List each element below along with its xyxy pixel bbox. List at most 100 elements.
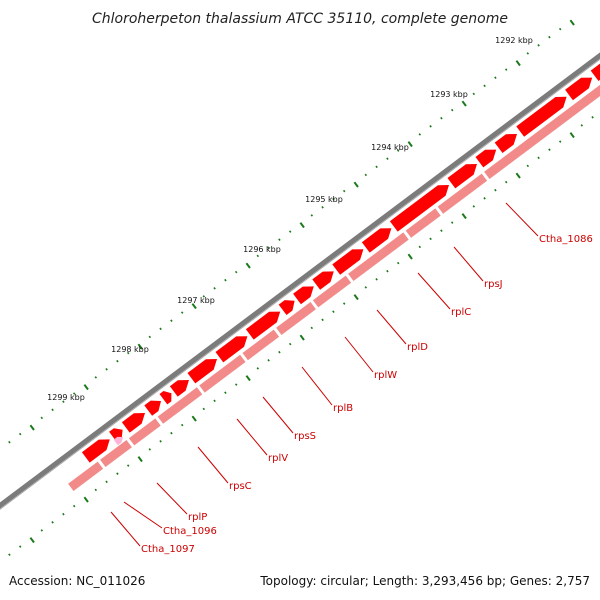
outer-scale-tick <box>83 384 89 391</box>
outer-scale-tick <box>29 424 35 431</box>
gene-label: Ctha_1086 <box>539 234 593 245</box>
forward-gene-arrow <box>516 96 567 137</box>
forward-gene-arrow <box>144 400 161 416</box>
forward-gene-arrow <box>215 336 248 363</box>
outer-scale-tick <box>170 319 173 322</box>
outer-scale-tick <box>407 141 413 148</box>
outer-scale-tick <box>224 278 227 282</box>
inner-scale-tick <box>224 391 227 394</box>
outer-scale-tick <box>515 60 521 67</box>
forward-gene-arrow <box>159 391 172 405</box>
gene-label: rpsC <box>229 481 252 492</box>
gene-leader-line <box>156 482 188 515</box>
inner-scale-tick <box>558 140 562 143</box>
inner-scale-tick <box>191 415 197 422</box>
inner-scale-tick <box>180 423 184 427</box>
reverse-gene-bar <box>157 387 203 424</box>
inner-scale-tick <box>159 440 162 443</box>
inner-scale-tick <box>213 399 216 403</box>
inner-scale-tick <box>342 302 346 305</box>
outer-scale-tick <box>256 254 260 258</box>
inner-scale-tick <box>450 221 454 224</box>
inner-scale-tick <box>234 383 238 386</box>
inner-scale-tick <box>375 278 378 281</box>
gene-labels: Ctha_1086 rpsJ rplC rplD rplW rplB rpsS rplV rps… <box>110 202 593 555</box>
outer-scale-tick <box>126 351 130 355</box>
inner-scale-tick <box>256 367 260 370</box>
scale-tick-label: 1293 kbp <box>430 90 468 99</box>
gene-leader-line <box>236 418 268 456</box>
inner-scale-tick <box>126 464 130 467</box>
gene-leader-line <box>417 272 451 310</box>
forward-gene-arrow <box>245 311 281 340</box>
outer-scale-tick <box>483 84 486 88</box>
inner-scale-tick <box>170 431 173 435</box>
outer-scale-tick <box>267 246 270 250</box>
scale-ticks: 1292 kbp 1293 kbp 1294 kbp 1295 kbp 1296 kbp… <box>8 19 594 556</box>
outer-scale-tick <box>278 238 281 241</box>
forward-gene-arrow <box>475 149 497 168</box>
reverse-gene-bar <box>199 354 246 393</box>
genome-summary-text: Topology: circular; Length: 3,293,456 bp… <box>260 574 590 588</box>
outer-scale-tick <box>440 116 443 120</box>
scale-tick-label: 1297 kbp <box>177 296 215 305</box>
forward-gene-arrow <box>447 164 477 189</box>
forward-gene-arrow <box>332 249 364 275</box>
outer-scale-tick <box>62 400 65 403</box>
inner-scale-tick <box>105 480 108 484</box>
gene-label: rplW <box>374 370 397 381</box>
reverse-gene-bar <box>128 418 161 446</box>
inner-scale-tick <box>515 172 521 179</box>
gene-leader-line <box>453 246 484 282</box>
forward-gene-arrow <box>590 63 600 81</box>
gene-label: rplB <box>333 403 353 414</box>
outer-scale-tick <box>137 343 143 350</box>
reverse-gene-bar <box>68 461 104 491</box>
outer-scale-tick <box>191 303 197 310</box>
inner-scale-tick <box>386 269 389 273</box>
outer-scale-tick <box>472 92 476 96</box>
outer-scale-tick <box>537 44 540 47</box>
gene-leader-line <box>110 511 141 547</box>
gene-label: Ctha_1097 <box>141 544 195 555</box>
forward-gene-arrow <box>494 134 517 153</box>
outer-scale-tick <box>202 295 206 298</box>
gene-leader-line <box>123 501 163 529</box>
outer-scale-tick <box>386 157 389 160</box>
gene-leader-line <box>197 446 229 484</box>
genome-backbone <box>0 52 600 510</box>
inner-scale-tick <box>94 488 98 492</box>
inner-scale-tick <box>62 512 65 516</box>
accession-text: Accession: NC_011026 <box>9 574 146 588</box>
outer-scale-tick <box>40 416 44 420</box>
inner-scale-tick <box>51 521 54 524</box>
reverse-gene-bar <box>100 440 132 467</box>
backbone-line <box>0 52 600 509</box>
outer-scale-tick <box>94 376 98 379</box>
inner-scale-tick <box>548 148 551 151</box>
forward-gene-arrow <box>565 77 593 101</box>
gene-leader-line <box>505 202 539 237</box>
gene-leader-line <box>344 336 374 373</box>
reverse-gene-bar <box>242 329 280 361</box>
inner-scale-tick <box>429 237 432 241</box>
outer-scale-tick <box>116 359 119 363</box>
scale-tick-label: 1296 kbp <box>243 245 281 254</box>
outer-scale-tick <box>364 173 368 177</box>
forward-gene-arrow <box>169 380 189 397</box>
outer-scale-tick <box>51 408 54 412</box>
inner-scale-tick <box>504 180 508 184</box>
outer-scale-tick <box>288 230 292 233</box>
inner-scale-tick <box>83 496 89 503</box>
inner-scale-tick <box>299 334 305 341</box>
scale-tick-label: 1294 kbp <box>371 143 409 152</box>
inner-scale-tick <box>148 448 152 451</box>
outer-scale-tick <box>105 368 108 371</box>
inner-scale-tick <box>396 261 400 265</box>
gene-label: rplD <box>407 342 428 353</box>
outer-scale-tick <box>234 270 238 274</box>
outer-scale-tick <box>332 197 335 201</box>
inner-scale-tick <box>202 407 206 411</box>
outer-scale-tick <box>159 327 162 331</box>
inner-scale-tick <box>418 245 422 249</box>
